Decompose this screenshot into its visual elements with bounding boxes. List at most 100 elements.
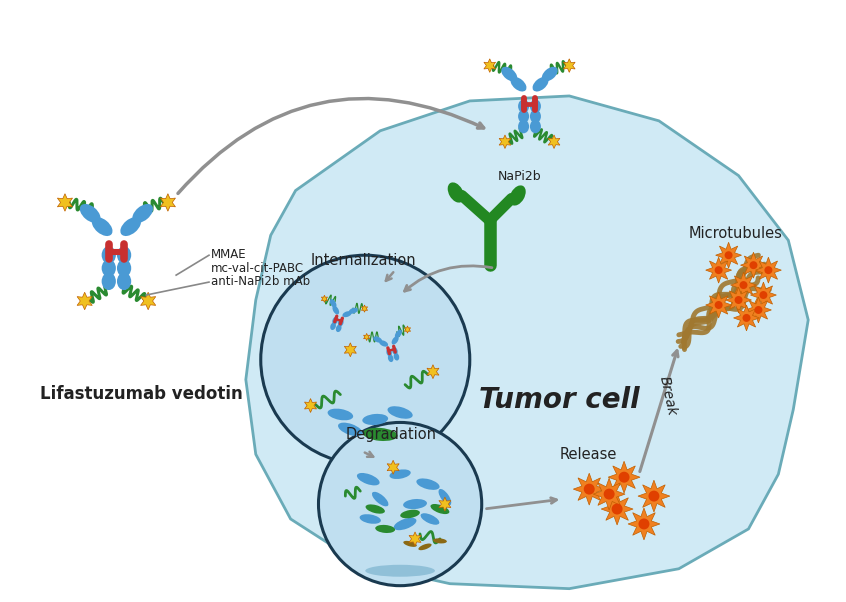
Ellipse shape bbox=[389, 470, 410, 479]
Ellipse shape bbox=[395, 330, 402, 338]
Text: anti-NaPi2b mAb: anti-NaPi2b mAb bbox=[211, 275, 310, 288]
Circle shape bbox=[715, 301, 722, 309]
Ellipse shape bbox=[420, 514, 439, 525]
Ellipse shape bbox=[343, 311, 352, 317]
Ellipse shape bbox=[530, 99, 541, 113]
Text: NaPi2b: NaPi2b bbox=[497, 170, 541, 182]
Ellipse shape bbox=[102, 246, 116, 264]
Polygon shape bbox=[706, 257, 732, 283]
Ellipse shape bbox=[338, 423, 363, 436]
Ellipse shape bbox=[387, 349, 392, 356]
Polygon shape bbox=[593, 478, 625, 510]
Ellipse shape bbox=[379, 340, 388, 347]
Polygon shape bbox=[140, 292, 156, 310]
Circle shape bbox=[750, 261, 757, 269]
Text: Break: Break bbox=[656, 375, 679, 417]
Polygon shape bbox=[706, 292, 732, 318]
PathPatch shape bbox=[246, 96, 808, 589]
Polygon shape bbox=[409, 532, 421, 546]
Polygon shape bbox=[427, 365, 439, 379]
Text: Microtubules: Microtubules bbox=[689, 226, 783, 241]
Ellipse shape bbox=[404, 541, 417, 547]
Polygon shape bbox=[344, 343, 356, 357]
Polygon shape bbox=[364, 334, 370, 341]
Polygon shape bbox=[321, 295, 327, 302]
Ellipse shape bbox=[393, 518, 416, 530]
Polygon shape bbox=[628, 508, 660, 540]
Ellipse shape bbox=[363, 428, 398, 441]
Ellipse shape bbox=[518, 120, 529, 133]
Polygon shape bbox=[439, 497, 451, 511]
Ellipse shape bbox=[431, 504, 449, 514]
Circle shape bbox=[725, 251, 733, 259]
Ellipse shape bbox=[433, 538, 447, 544]
Polygon shape bbox=[499, 135, 511, 149]
Ellipse shape bbox=[501, 67, 517, 81]
Ellipse shape bbox=[102, 273, 116, 290]
Text: Release: Release bbox=[559, 447, 617, 462]
Text: mc-val-cit-PABC: mc-val-cit-PABC bbox=[211, 262, 304, 275]
Circle shape bbox=[760, 291, 767, 299]
Circle shape bbox=[318, 423, 481, 586]
Ellipse shape bbox=[416, 479, 440, 490]
Circle shape bbox=[734, 296, 743, 304]
Ellipse shape bbox=[117, 246, 131, 264]
Ellipse shape bbox=[376, 525, 395, 533]
Ellipse shape bbox=[438, 489, 451, 505]
Circle shape bbox=[261, 255, 470, 464]
Polygon shape bbox=[77, 292, 92, 310]
Ellipse shape bbox=[518, 99, 529, 113]
Ellipse shape bbox=[120, 217, 141, 236]
Text: Tumor cell: Tumor cell bbox=[479, 385, 640, 414]
Ellipse shape bbox=[365, 504, 385, 514]
Circle shape bbox=[765, 266, 772, 274]
Text: Degradation: Degradation bbox=[345, 427, 437, 442]
Polygon shape bbox=[745, 297, 772, 323]
Polygon shape bbox=[160, 194, 175, 211]
Circle shape bbox=[739, 281, 748, 289]
Circle shape bbox=[618, 472, 629, 483]
Ellipse shape bbox=[448, 182, 464, 203]
Polygon shape bbox=[733, 305, 760, 331]
Ellipse shape bbox=[349, 308, 358, 314]
Ellipse shape bbox=[332, 306, 339, 314]
Ellipse shape bbox=[133, 204, 153, 223]
Ellipse shape bbox=[117, 273, 131, 290]
Ellipse shape bbox=[404, 499, 427, 509]
Polygon shape bbox=[731, 272, 756, 298]
Polygon shape bbox=[548, 135, 560, 149]
Circle shape bbox=[604, 489, 614, 500]
Polygon shape bbox=[726, 287, 751, 313]
Polygon shape bbox=[602, 493, 633, 525]
Text: MMAE: MMAE bbox=[211, 247, 246, 261]
Ellipse shape bbox=[330, 299, 337, 308]
Ellipse shape bbox=[117, 259, 131, 277]
Ellipse shape bbox=[530, 110, 541, 123]
Circle shape bbox=[743, 314, 750, 322]
Ellipse shape bbox=[365, 565, 435, 577]
Ellipse shape bbox=[92, 217, 113, 236]
Ellipse shape bbox=[102, 259, 116, 277]
Ellipse shape bbox=[362, 414, 388, 425]
Ellipse shape bbox=[372, 492, 388, 506]
Polygon shape bbox=[361, 305, 368, 312]
Circle shape bbox=[639, 518, 650, 529]
Ellipse shape bbox=[509, 185, 525, 206]
Ellipse shape bbox=[387, 355, 393, 362]
Circle shape bbox=[715, 266, 722, 274]
Ellipse shape bbox=[330, 323, 336, 330]
Text: Lifastuzumab vedotin: Lifastuzumab vedotin bbox=[40, 385, 243, 403]
Polygon shape bbox=[574, 473, 605, 505]
Ellipse shape bbox=[392, 336, 398, 344]
Polygon shape bbox=[608, 461, 640, 493]
Polygon shape bbox=[716, 242, 742, 268]
Polygon shape bbox=[404, 326, 410, 333]
Ellipse shape bbox=[327, 409, 353, 420]
Ellipse shape bbox=[357, 473, 380, 485]
Ellipse shape bbox=[80, 204, 101, 223]
Polygon shape bbox=[484, 59, 496, 72]
Ellipse shape bbox=[393, 353, 399, 361]
Polygon shape bbox=[387, 461, 399, 474]
Polygon shape bbox=[740, 252, 766, 278]
Ellipse shape bbox=[400, 510, 420, 518]
